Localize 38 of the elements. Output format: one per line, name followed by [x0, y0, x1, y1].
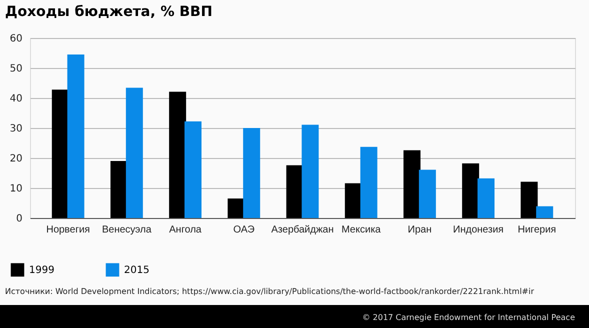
- bar: [184, 121, 202, 218]
- y-tick-label: 20: [10, 154, 22, 164]
- x-tick-label: Венесуэла: [102, 224, 152, 236]
- bar: [418, 170, 436, 218]
- x-tick-label: Азербайджан: [271, 224, 334, 236]
- bar: [478, 178, 495, 218]
- bar: [67, 54, 84, 218]
- text: © 2017 Carnegie Endowment for International Peace: [362, 313, 576, 322]
- bar: [110, 161, 128, 218]
- x-tick-label: Норвегия: [46, 224, 90, 236]
- bar: [126, 88, 143, 218]
- legend-label: 2015: [124, 264, 150, 276]
- bar: [536, 206, 554, 218]
- y-tick-label: 30: [10, 124, 22, 134]
- x-tick-label: Индонезия: [453, 224, 504, 236]
- x-tick-label: ОАЭ: [233, 224, 254, 236]
- bar: [344, 183, 362, 218]
- y-tick-label: 50: [10, 64, 22, 74]
- bar: [169, 92, 186, 218]
- y-tick-label: 40: [10, 94, 22, 104]
- y-tick-label: 0: [16, 214, 22, 224]
- text: Источники: World Development Indicators; https://www.cia.gov/library/Publications/the-world-factbook/rankorder/2221rank.html#ir: [5, 287, 535, 296]
- x-tick-label: Мексика: [341, 224, 382, 236]
- bar: [520, 182, 538, 218]
- x-tick-label: Иран: [408, 224, 432, 236]
- bar: [302, 124, 319, 218]
- bar: [228, 198, 245, 218]
- bar: [52, 90, 69, 218]
- bar: [360, 146, 378, 218]
- bar: [243, 128, 260, 218]
- chart-title: Доходы бюджета, % ВВП: [5, 4, 212, 20]
- bar: [403, 150, 420, 218]
- bar: [462, 163, 480, 218]
- y-tick-label: 10: [10, 184, 22, 194]
- y-tick-label: 60: [10, 34, 22, 44]
- x-tick-label: Нигерия: [518, 224, 556, 236]
- x-tick-label: Ангола: [169, 224, 202, 236]
- legend-label: 1999: [29, 264, 54, 276]
